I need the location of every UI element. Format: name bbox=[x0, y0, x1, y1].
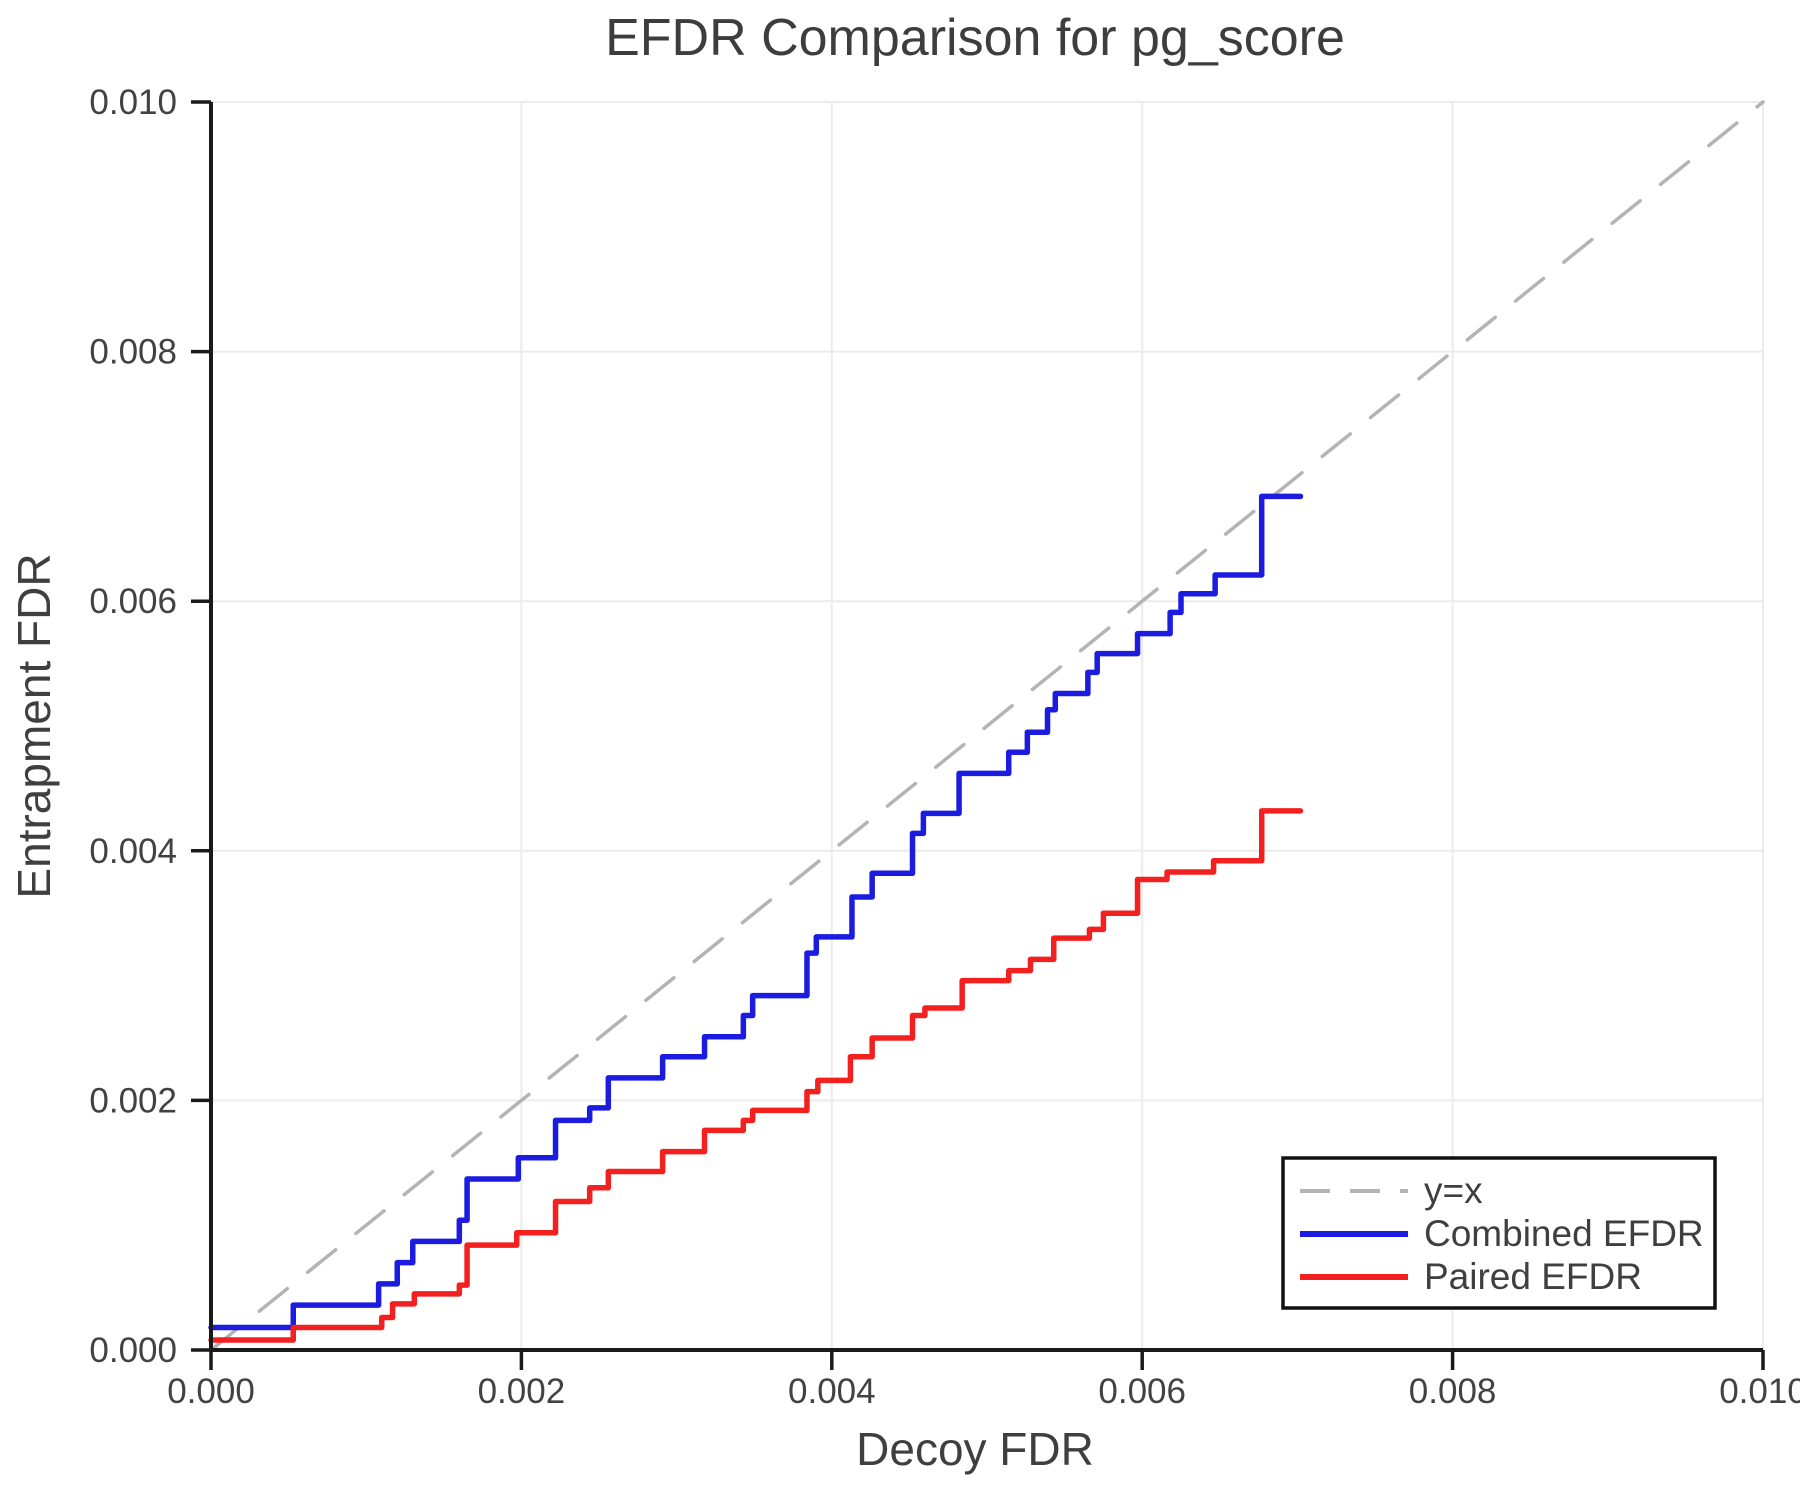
y-tick-label: 0.004 bbox=[89, 832, 177, 871]
x-tick-label: 0.000 bbox=[167, 1372, 255, 1411]
x-tick-label: 0.002 bbox=[478, 1372, 566, 1411]
y-tick-label: 0.006 bbox=[89, 582, 177, 621]
paired-efdr-line bbox=[208, 808, 1304, 1343]
data-series bbox=[208, 100, 1765, 1352]
y-axis-label: Entrapment FDR bbox=[8, 553, 60, 898]
y-tick-label: 0.000 bbox=[89, 1331, 177, 1370]
x-tick-label: 0.008 bbox=[1409, 1372, 1497, 1411]
legend: y=x Combined EFDR Paired EFDR bbox=[1281, 1156, 1717, 1310]
axis-ticks bbox=[191, 100, 1765, 1370]
y-tick-label: 0.008 bbox=[89, 333, 177, 372]
y-tick-label: 0.002 bbox=[89, 1081, 177, 1120]
y-tick-label: 0.010 bbox=[89, 83, 177, 122]
axis-tick-labels: 0.000 0.002 0.004 0.006 0.008 0.010 0.000 0.002… bbox=[89, 83, 1800, 1411]
legend-label-paired-efdr: Paired EFDR bbox=[1424, 1256, 1642, 1297]
x-tick-label: 0.010 bbox=[1719, 1372, 1800, 1411]
x-axis-label: Decoy FDR bbox=[856, 1423, 1094, 1475]
x-tick-label: 0.004 bbox=[788, 1372, 876, 1411]
combined-efdr-line bbox=[208, 493, 1304, 1331]
legend-label-combined-efdr: Combined EFDR bbox=[1424, 1213, 1704, 1254]
chart-title: EFDR Comparison for pg_score bbox=[605, 9, 1345, 67]
x-tick-label: 0.006 bbox=[1098, 1372, 1186, 1411]
y-x-line bbox=[209, 100, 1765, 1352]
legend-label-identity: y=x bbox=[1424, 1170, 1483, 1211]
